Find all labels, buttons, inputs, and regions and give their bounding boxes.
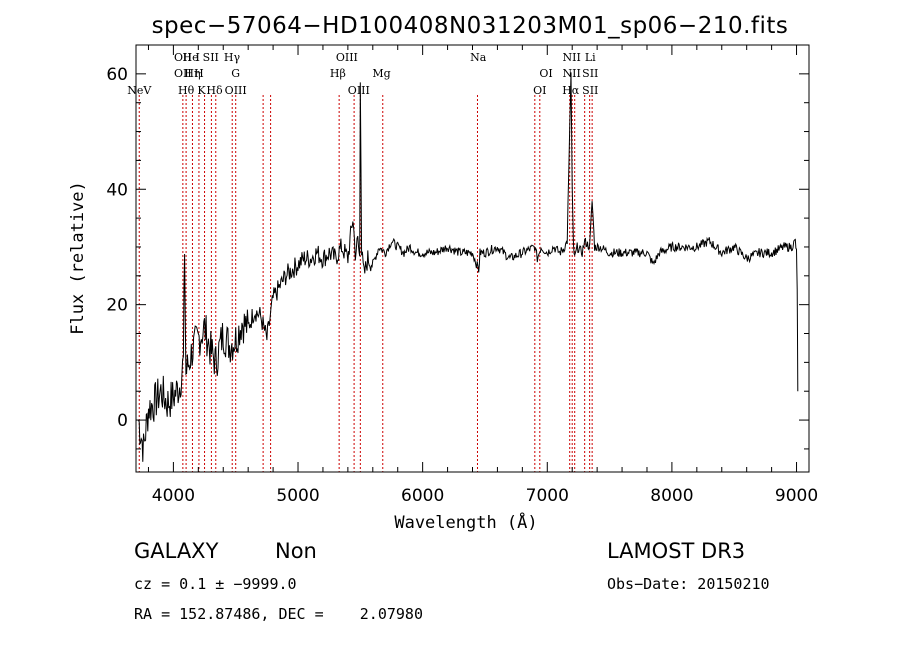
line-label: OI [539, 67, 552, 80]
line-label: Mg [372, 67, 390, 80]
line-label: G [231, 67, 240, 80]
redshift-line: cz = 0.1 ± −9999.0 [134, 575, 297, 593]
spectral-line-markers [138, 95, 593, 472]
line-label: OII [174, 67, 192, 80]
y-tick-label: 60 [106, 65, 128, 85]
line-label: Hα [562, 84, 580, 97]
line-label: H [194, 67, 204, 80]
survey-name: LAMOST DR3 [607, 539, 745, 563]
x-axis-ticks: 4000 5000 6000 7000 8000 9000 [147, 45, 818, 506]
line-label: OIII [348, 84, 370, 97]
line-label: OII [174, 51, 192, 64]
line-label: Li [585, 51, 596, 64]
line-label: NII [563, 51, 581, 64]
x-tick-label: 6000 [401, 486, 444, 506]
line-label: NeV [127, 84, 152, 97]
object-subclass: Non [275, 539, 317, 563]
line-label: Hθ [178, 84, 195, 97]
line-label: NII [563, 67, 581, 80]
chart-title: spec−57064−HD100408N031203M01_sp06−210.f… [152, 13, 789, 39]
line-label: He [183, 51, 199, 64]
y-axis-label: Flux (relative) [68, 181, 88, 335]
line-label: Hγ [224, 51, 241, 64]
coordinates-line: RA = 152.87486, DEC = 2.07980 [134, 605, 423, 623]
spectrum-series [138, 72, 799, 462]
x-tick-label: 4000 [152, 486, 195, 506]
y-axis-ticks: 0 20 40 60 [106, 44, 809, 450]
line-label: Hβ [330, 67, 346, 80]
plot-frame [135, 44, 810, 473]
object-class: GALAXY [134, 539, 219, 563]
x-tick-label: 5000 [276, 486, 319, 506]
x-axis-label: Wavelength (Å) [394, 511, 537, 533]
line-label: I [196, 51, 200, 64]
y-tick-label: 20 [106, 296, 128, 316]
line-label: SII [203, 51, 219, 64]
x-tick-label: 7000 [526, 486, 569, 506]
x-tick-label: 9000 [775, 486, 818, 506]
line-label: OI [533, 84, 546, 97]
line-label: Na [470, 51, 487, 64]
x-tick-label: 8000 [650, 486, 693, 506]
line-label: Hη [184, 67, 200, 80]
line-label: OIII [225, 84, 247, 97]
line-label: SII [582, 67, 598, 80]
spectral-line-labels: NeVOIIOIIHθHeHηIHKSIIHδHγGOIIIOIIIHβOIII… [127, 51, 598, 97]
observation-date: Obs−Date: 20150210 [607, 575, 770, 593]
line-label: SII [582, 84, 598, 97]
y-tick-label: 40 [106, 180, 128, 200]
line-label: K [197, 84, 206, 97]
y-tick-label: 0 [117, 411, 128, 431]
line-label: OIII [336, 51, 358, 64]
line-label: Hδ [206, 84, 223, 97]
